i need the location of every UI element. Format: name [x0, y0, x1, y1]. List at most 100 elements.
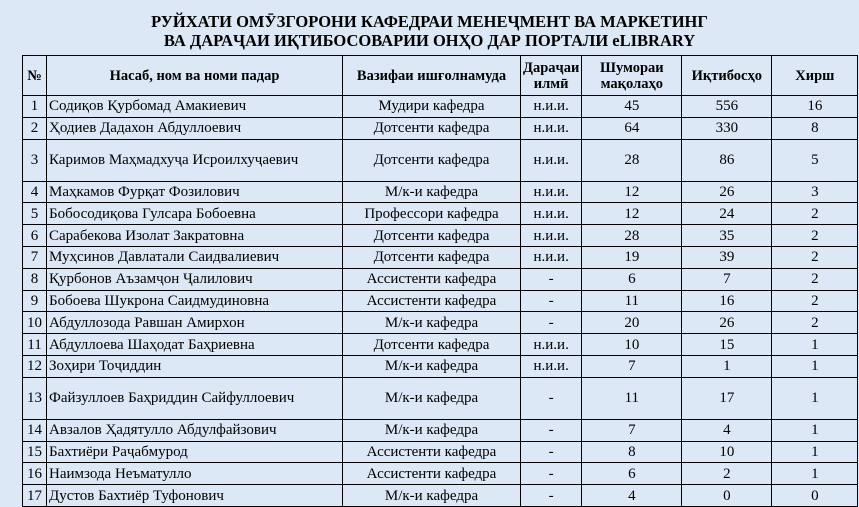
cell-hirsch: 5: [771, 138, 859, 182]
cell-position: Ассистенти кафедра: [342, 462, 521, 486]
header-row: № Насаб, ном ва номи падар Вазифаи ишғолна…: [22, 55, 859, 96]
header-col-hirsch: Хирш: [771, 55, 859, 96]
cell-degree: -: [519, 311, 583, 335]
table-row: 15 Бахтиёри Раҷабмурод Ассистенти кафедра -…: [22, 440, 859, 464]
cell-articles: 28: [581, 138, 683, 182]
cell-position: М/к-и кафедра: [342, 180, 521, 204]
cell-articles: 12: [581, 202, 683, 226]
cell-citations: 16: [681, 289, 773, 313]
cell-full-name: Каримов Маҳмадхуҷа Исроилхуҷаевич: [46, 138, 343, 182]
cell-degree: -: [519, 289, 583, 313]
cell-degree: н.и.и.: [519, 202, 583, 226]
cell-degree: -: [519, 484, 583, 507]
cell-citations: 15: [681, 333, 773, 356]
cell-citations: 39: [681, 245, 773, 269]
title-line-1: РУЙХАТИ ОМӮЗГОРОНИ КАФЕДРАИ МЕНЕҶМЕНТ ВА…: [151, 12, 708, 31]
cell-articles: 6: [581, 462, 683, 486]
cell-position: Дотсенти кафедра: [342, 138, 521, 182]
cell-hirsch: 8: [771, 116, 859, 140]
cell-citations: 26: [681, 311, 773, 335]
cell-citations: 17: [681, 376, 773, 420]
cell-degree: н.и.и.: [519, 138, 583, 182]
cell-citations: 1: [681, 354, 773, 378]
cell-degree: н.и.и.: [519, 95, 583, 118]
cell-degree: н.и.и.: [519, 354, 583, 378]
cell-full-name: Сарабекова Изолат Закратовна: [46, 224, 343, 247]
cell-articles: 8: [581, 440, 683, 464]
cell-citations: 556: [681, 95, 773, 118]
cell-degree: -: [519, 418, 583, 442]
cell-number: 10: [22, 311, 47, 335]
cell-articles: 12: [581, 180, 683, 204]
cell-position: Профессори кафедра: [342, 202, 521, 226]
cell-full-name: Муҳсинов Давлатали Саидвалиевич: [46, 245, 343, 269]
cell-hirsch: 1: [771, 462, 859, 486]
cell-position: М/к-и кафедра: [342, 418, 521, 442]
header-col-full-name: Насаб, ном ва номи падар: [46, 55, 343, 96]
table-row: 4 Маҳкамов Фурқат Фозилович М/к-и кафедра н…: [22, 180, 859, 204]
cell-number: 17: [22, 484, 47, 507]
cell-number: 7: [22, 245, 47, 269]
title-line-2: ВА ДАРАҶАИ ИҚТИБОСОВАРИИ ОНҲО ДАР ПОРТАЛ…: [163, 31, 696, 50]
cell-number: 15: [22, 440, 47, 464]
cell-full-name: Содиқов Қурбомад Амакиевич: [46, 95, 343, 118]
cell-position: Мудири кафедра: [342, 95, 521, 118]
cell-number: 9: [22, 289, 47, 313]
table-row: 10 Абдуллозода Равшан Амирхон М/к-и кафедр…: [22, 311, 859, 335]
cell-citations: 0: [681, 484, 773, 507]
cell-full-name: Файзуллоев Баҳриддин Сайфуллоевич: [46, 376, 343, 420]
table-row: 5 Бобосодиқова Гулсара Бобоевна Профессори…: [22, 202, 859, 226]
cell-hirsch: 1: [771, 333, 859, 356]
table-row: 1 Содиқов Қурбомад Амакиевич Мудири кафедр…: [22, 95, 859, 118]
cell-degree: -: [519, 267, 583, 291]
cell-hirsch: 1: [771, 354, 859, 378]
cell-articles: 28: [581, 224, 683, 247]
cell-full-name: Маҳкамов Фурқат Фозилович: [46, 180, 343, 204]
cell-citations: 4: [681, 418, 773, 442]
cell-hirsch: 2: [771, 202, 859, 226]
cell-degree: н.и.и.: [519, 116, 583, 140]
cell-position: М/к-и кафедра: [342, 354, 521, 378]
cell-position: Дотсенти кафедра: [342, 245, 521, 269]
cell-degree: -: [519, 462, 583, 486]
cell-number: 1: [22, 95, 47, 118]
cell-number: 16: [22, 462, 47, 486]
table-row: 12 Зоҳири Тоҷиддин М/к-и кафедра н.и.и. 7 1 1: [22, 354, 859, 378]
cell-hirsch: 2: [771, 311, 859, 335]
cell-number: 4: [22, 180, 47, 204]
cell-articles: 64: [581, 116, 683, 140]
table-row: 17 Дустов Бахтиёр Туфонович М/к-и кафедра -…: [22, 484, 859, 507]
cell-degree: н.и.и.: [519, 245, 583, 269]
table-row: 14 Авзалов Ҳадятулло Абдулфайзович М/к-и к…: [22, 418, 859, 442]
cell-number: 14: [22, 418, 47, 442]
cell-degree: -: [519, 440, 583, 464]
cell-citations: 35: [681, 224, 773, 247]
cell-articles: 4: [581, 484, 683, 507]
cell-hirsch: 2: [771, 245, 859, 269]
cell-position: Ассистенти кафедра: [342, 289, 521, 313]
table-row: 8 Қурбонов Аъзамҷон Ҷалилович Ассистенти к…: [22, 267, 859, 291]
document-title: РУЙХАТИ ОМӮЗГОРОНИ КАФЕДРАИ МЕНЕҶМЕНТ ВА…: [0, 12, 859, 50]
cell-position: М/к-и кафедра: [342, 376, 521, 420]
cell-full-name: Бахтиёри Раҷабмурод: [46, 440, 343, 464]
table-row: 2 Ҳодиев Дадахон Абдуллоевич Дотсенти кафе…: [22, 116, 859, 140]
cell-hirsch: 0: [771, 484, 859, 507]
header-col-citations: Иқтибосҳо: [681, 55, 773, 96]
cell-citations: 10: [681, 440, 773, 464]
table-row: 9 Бобоева Шукрона Саидмудиновна Ассистенти…: [22, 289, 859, 313]
cell-articles: 11: [581, 289, 683, 313]
cell-number: 3: [22, 138, 47, 182]
cell-number: 12: [22, 354, 47, 378]
cell-position: Дотсенти кафедра: [342, 333, 521, 356]
cell-hirsch: 2: [771, 224, 859, 247]
cell-degree: н.и.и.: [519, 224, 583, 247]
table-row: 6 Сарабекова Изолат Закратовна Дотсенти ка…: [22, 224, 859, 247]
cell-number: 6: [22, 224, 47, 247]
cell-number: 2: [22, 116, 47, 140]
cell-full-name: Дустов Бахтиёр Туфонович: [46, 484, 343, 507]
cell-hirsch: 1: [771, 440, 859, 464]
cell-full-name: Абдуллоева Шаҳодат Баҳриевна: [46, 333, 343, 356]
cell-position: М/к-и кафедра: [342, 484, 521, 507]
cell-number: 8: [22, 267, 47, 291]
cell-articles: 10: [581, 333, 683, 356]
